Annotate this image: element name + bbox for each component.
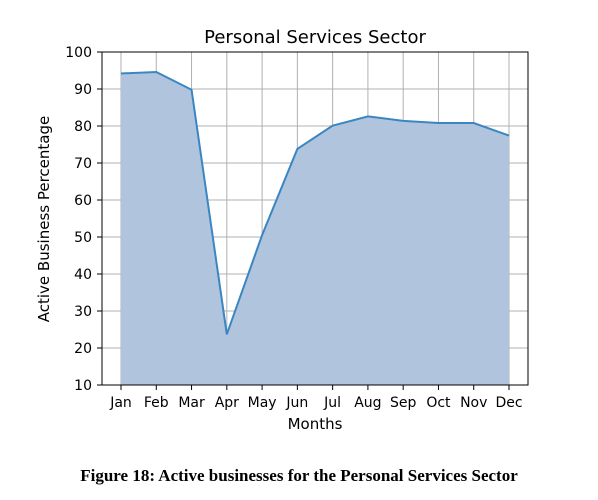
x-axis-label: Months bbox=[288, 415, 343, 433]
x-tick-label: Sep bbox=[390, 395, 417, 411]
x-tick-label: Jan bbox=[109, 395, 132, 411]
plot-frame bbox=[101, 51, 529, 386]
y-tick-label: 20 bbox=[74, 341, 92, 357]
x-tick-label: Jun bbox=[285, 395, 308, 411]
y-tick-label: 80 bbox=[74, 119, 92, 135]
chart-title: Personal Services Sector bbox=[204, 27, 426, 48]
x-tick-label: Mar bbox=[178, 395, 205, 411]
figure-caption: Figure 18: Active businesses for the Per… bbox=[80, 466, 518, 485]
y-tick-label: 30 bbox=[74, 304, 92, 320]
y-tick-label: 50 bbox=[74, 230, 92, 246]
y-tick-label: 70 bbox=[74, 156, 92, 172]
area-fill bbox=[121, 71, 509, 385]
series-line bbox=[120, 70, 510, 335]
x-tick-label: May bbox=[248, 395, 277, 411]
x-tick-label: Aug bbox=[354, 395, 381, 411]
y-tick-label: 10 bbox=[74, 378, 92, 394]
x-tick-label: Dec bbox=[495, 395, 522, 411]
x-tick-label: Jul bbox=[323, 395, 341, 411]
y-axis: 10 20 30 40 50 60 70 80 90 100 bbox=[65, 45, 102, 394]
area-chart: Personal Services Sector 10 20 30 40 50 60 70 8… bbox=[35, 27, 529, 433]
x-tick-label: Feb bbox=[144, 395, 169, 411]
y-tick-label: 100 bbox=[65, 45, 92, 61]
x-tick-label: Apr bbox=[215, 395, 239, 411]
x-axis: Jan Feb Mar Apr May Jun Jul Aug Sep Oct Nov Dec bbox=[109, 385, 523, 411]
y-tick-label: 60 bbox=[74, 193, 92, 209]
y-axis-label: Active Business Percentage bbox=[35, 116, 53, 322]
x-tick-label: Oct bbox=[426, 395, 451, 411]
x-tick-label: Nov bbox=[460, 395, 487, 411]
y-tick-label: 90 bbox=[74, 82, 92, 98]
y-tick-label: 40 bbox=[74, 267, 92, 283]
